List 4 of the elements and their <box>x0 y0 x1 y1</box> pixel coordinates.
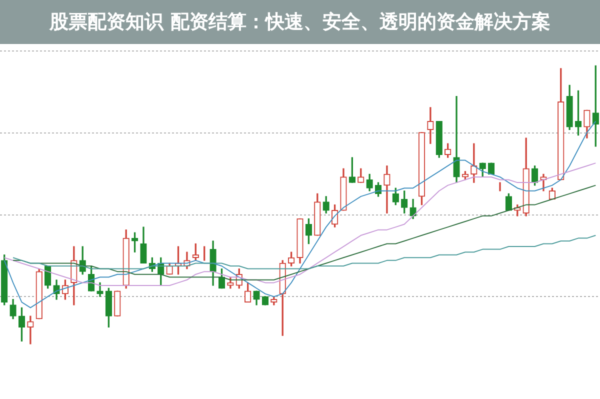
chart-title: 股票配资知识 配资结算：快速、安全、透明的资金解决方案 <box>48 10 552 34</box>
candlestick <box>427 107 434 144</box>
candlestick <box>453 96 460 183</box>
candlestick <box>27 316 34 344</box>
